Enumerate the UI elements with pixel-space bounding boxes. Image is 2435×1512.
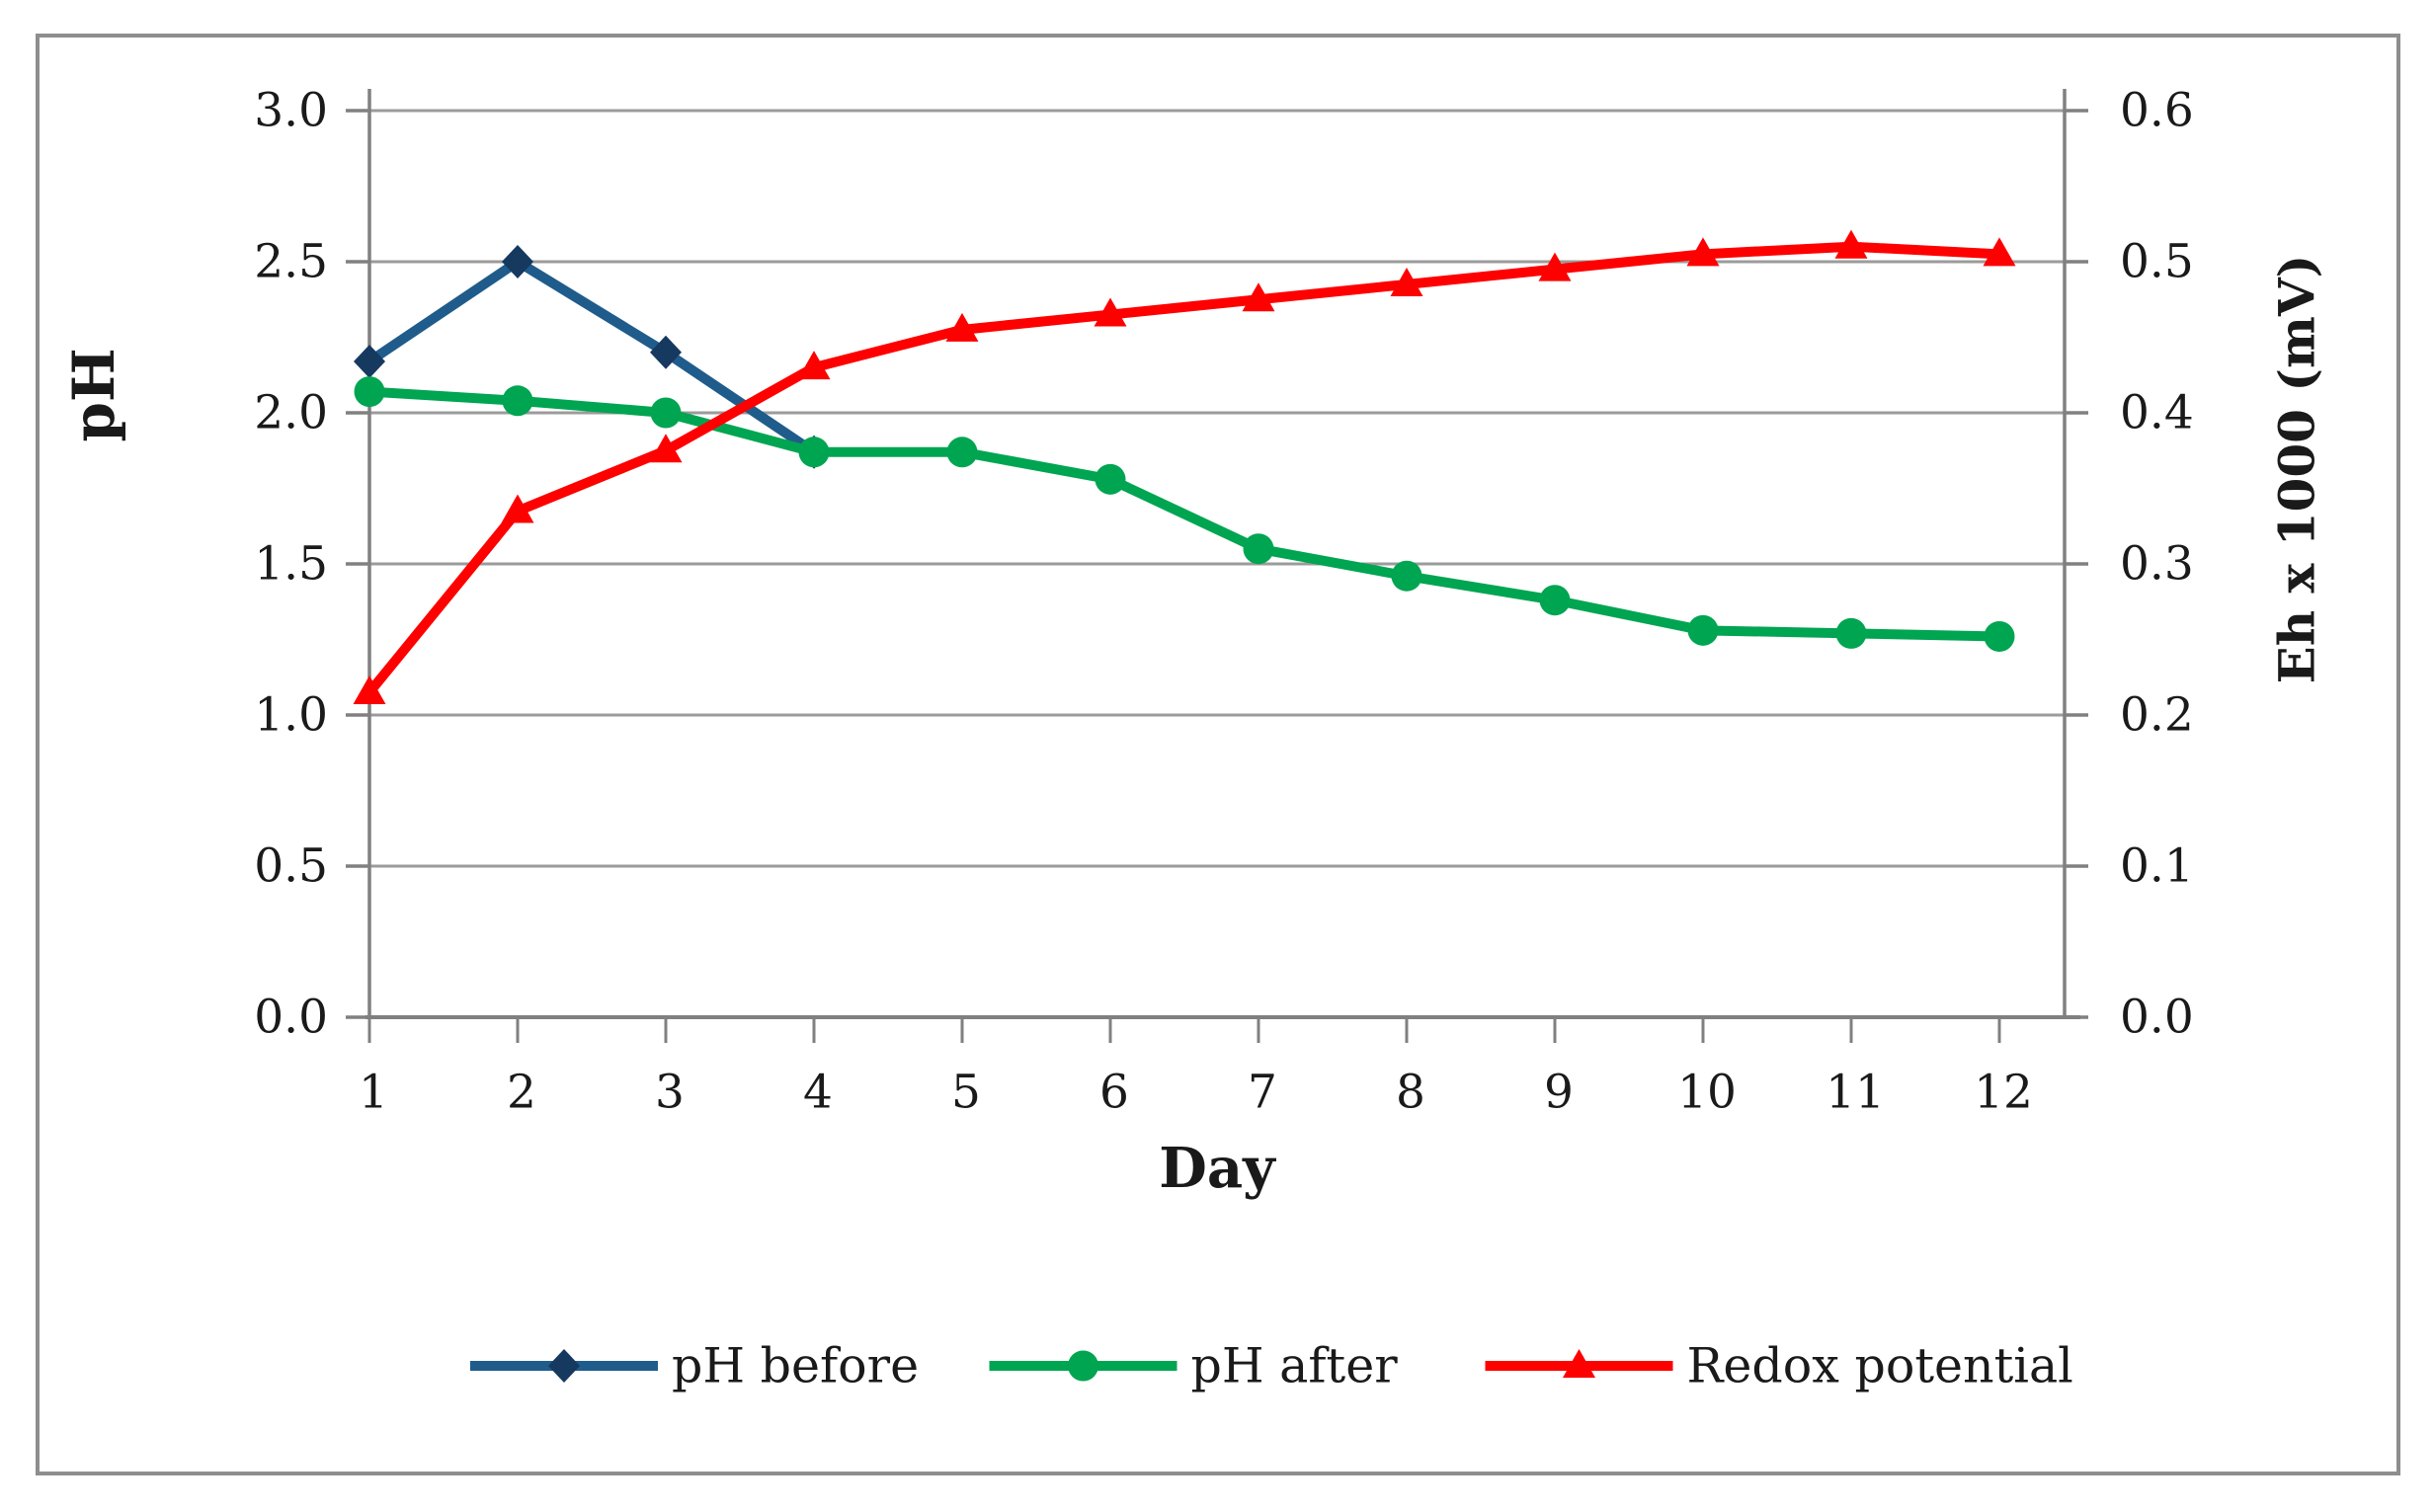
data-point-marker [650, 335, 682, 369]
y-axis-right-tick-label: 0.4 [2120, 386, 2194, 440]
y-axis-left-tick-label: 1.5 [254, 537, 328, 592]
y-axis-left-tick-label: 0.0 [254, 991, 328, 1045]
series-redox-potential [353, 229, 2016, 705]
data-point-marker [1390, 267, 1423, 296]
legend-item-redox-potential: Redox potential [1485, 1338, 2073, 1394]
y-axis-left-tick-label: 2.0 [254, 386, 328, 440]
data-point-marker [1687, 614, 1719, 646]
y-axis-left-title: pH [60, 348, 127, 441]
y-axis-right-tick-label: 0.5 [2120, 235, 2194, 289]
data-point-marker [502, 385, 533, 417]
data-point-marker [798, 437, 830, 468]
data-point-marker [650, 397, 682, 429]
series-line [365, 257, 819, 457]
data-point-marker [1834, 229, 1868, 259]
y-axis-right-title: Eh x 1000 (mV) [2268, 255, 2326, 684]
x-axis-tick-label: 1 [359, 1066, 388, 1120]
y-axis-right-tick-label: 0.6 [2120, 84, 2194, 138]
data-point-marker [945, 312, 979, 342]
legend-item-ph-before: pH before [470, 1338, 919, 1394]
x-axis-tick-label: 7 [1248, 1066, 1277, 1120]
data-point-marker [501, 494, 534, 523]
x-axis-tick-label: 10 [1677, 1066, 1737, 1120]
data-point-marker [1068, 1350, 1098, 1382]
legend-label: pH after [1191, 1338, 1399, 1394]
y-axis-left-tick-label: 1.0 [254, 688, 328, 743]
data-point-marker [1983, 237, 2016, 267]
x-axis-tick-label: 9 [1544, 1066, 1574, 1120]
x-axis-tick-label: 2 [507, 1066, 536, 1120]
data-point-marker [1095, 463, 1126, 495]
y-axis-left-tick-labels: 0.0 0.5 1.0 1.5 2.0 2.5 3.0 [254, 84, 328, 1045]
y-axis-right-tick-label: 0.2 [2120, 688, 2194, 743]
y-axis-left-tick-label: 2.5 [254, 235, 328, 289]
data-point-marker [1563, 1349, 1595, 1378]
data-point-marker [1243, 533, 1274, 565]
x-axis-tick-label: 12 [1974, 1066, 2033, 1120]
series-line [365, 241, 2004, 698]
data-point-marker [1094, 297, 1127, 327]
data-point-marker [797, 351, 831, 380]
data-point-marker [1686, 237, 1720, 267]
y-axis-left-tick-label: 3.0 [254, 84, 328, 138]
data-series [353, 229, 2016, 705]
y-axis-right-tick-label: 0.3 [2120, 537, 2194, 592]
x-axis-tick-label: 11 [1826, 1066, 1885, 1120]
legend-item-ph-after: pH after [989, 1338, 1399, 1394]
series-ph-after [354, 376, 2015, 652]
figure-border [36, 34, 2400, 1475]
data-point-marker [1984, 620, 2015, 652]
axes [365, 89, 2080, 1019]
legend-label: Redox potential [1687, 1338, 2073, 1394]
data-point-marker [548, 1349, 580, 1383]
legend: pH before pH after Redox potential [470, 1338, 2073, 1394]
x-axis-tick-label: 6 [1099, 1066, 1129, 1120]
data-point-marker [946, 437, 978, 468]
data-point-marker [1539, 585, 1571, 616]
y-axis-left-tick-label: 0.5 [254, 839, 328, 894]
series-line [365, 386, 2004, 642]
x-axis-title: Day [1159, 1136, 1276, 1201]
x-axis-tick-labels: 1 2 3 4 5 6 7 8 9 10 11 12 [359, 1066, 2033, 1120]
y-axis-right-tick-label: 0.0 [2120, 991, 2194, 1045]
data-point-marker [1242, 282, 1275, 312]
y-axis-right-tick-label: 0.1 [2120, 839, 2194, 894]
data-point-marker [353, 676, 386, 705]
x-axis-tick-label: 8 [1396, 1066, 1425, 1120]
legend-label: pH before [672, 1338, 919, 1394]
data-point-marker [1391, 560, 1422, 592]
data-point-marker [1835, 617, 1867, 649]
data-point-marker [354, 344, 385, 378]
data-point-marker [649, 434, 683, 463]
data-point-marker [1538, 252, 1572, 281]
x-axis-tick-label: 5 [951, 1066, 981, 1120]
x-axis-tick-label: 4 [803, 1066, 833, 1120]
axis-ticks [346, 109, 2088, 1043]
data-point-marker [502, 245, 533, 279]
x-axis-tick-label: 3 [655, 1066, 685, 1120]
y-axis-right-tick-labels: 0.0 0.1 0.2 0.3 0.4 0.5 0.6 [2120, 84, 2194, 1045]
data-point-marker [354, 376, 385, 408]
